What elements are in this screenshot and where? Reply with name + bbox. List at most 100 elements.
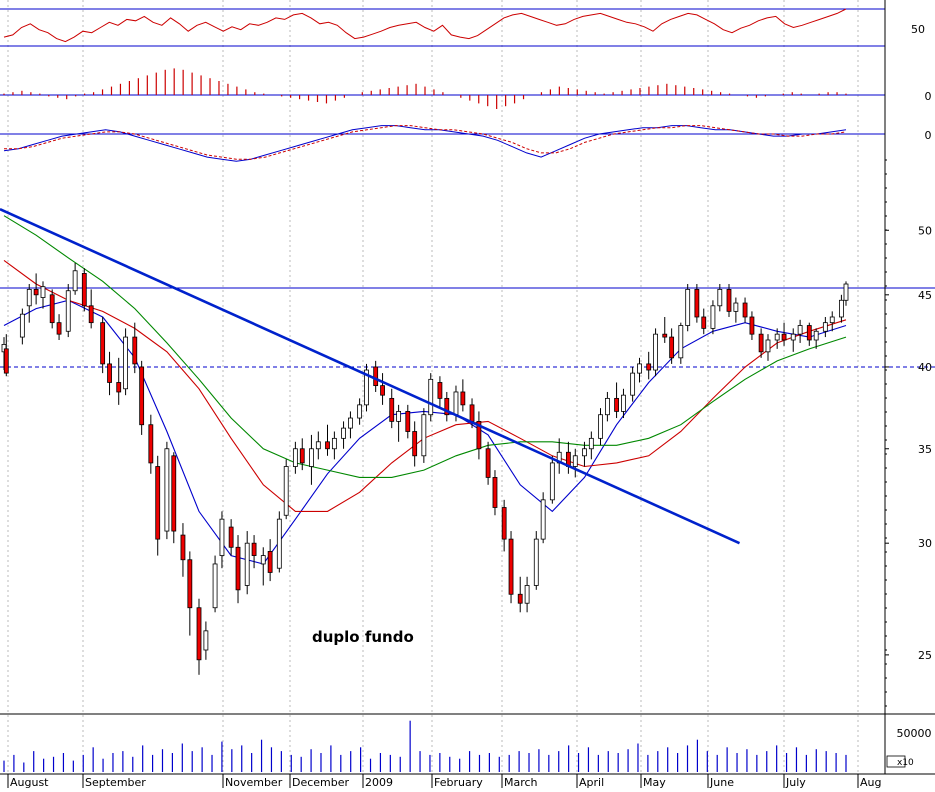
candle-body — [26, 288, 32, 307]
price-panel — [0, 207, 935, 675]
candle-body — [822, 322, 828, 332]
candle-body — [19, 313, 25, 338]
candle-body — [653, 333, 658, 371]
candle-body — [132, 336, 138, 365]
candle-body — [33, 288, 39, 296]
month-label: June — [709, 776, 734, 788]
month-label: May — [643, 776, 666, 788]
candle-body — [726, 288, 732, 312]
candle-body — [81, 273, 87, 307]
candle-body — [843, 283, 849, 301]
macd-tick-label: 0 — [925, 129, 932, 142]
candle-body — [40, 286, 46, 298]
macd-fast-line — [3, 125, 847, 162]
candle-body — [453, 391, 459, 416]
candle-body — [733, 302, 739, 312]
candle-body — [164, 448, 170, 532]
candle-body — [187, 559, 193, 609]
candle-body — [212, 563, 218, 609]
candle-body — [396, 411, 402, 422]
candle-body — [774, 333, 780, 341]
candle-body — [292, 448, 298, 467]
candle-body — [331, 437, 337, 450]
annotation-label: duplo fundo — [312, 628, 414, 646]
candle-body — [315, 441, 321, 450]
candle-body — [598, 414, 603, 439]
candle-body — [412, 431, 418, 457]
candle-body — [582, 448, 587, 457]
candle-body — [717, 288, 723, 307]
month-label: Aug — [860, 776, 881, 788]
price-tick-label: 30 — [918, 537, 932, 550]
month-label: February — [434, 776, 483, 788]
candle-body — [116, 382, 122, 393]
candle-body — [517, 593, 523, 604]
candle-body — [501, 507, 507, 540]
candle-body — [100, 322, 106, 365]
candle-body — [380, 385, 385, 396]
candle-body — [348, 417, 353, 429]
month-label: December — [292, 776, 350, 788]
candle-body — [485, 448, 491, 478]
candle-body — [813, 330, 819, 341]
candle-body — [139, 366, 145, 426]
candle-body — [389, 397, 395, 422]
volume-panel — [3, 720, 847, 772]
oscillator-tick-label: 50 — [911, 23, 925, 36]
candle-body — [325, 441, 330, 450]
candle-body — [710, 305, 716, 329]
candle-body — [357, 404, 363, 419]
candle-body — [540, 499, 546, 540]
candle-body — [235, 546, 241, 591]
candle-body — [742, 302, 748, 318]
indicator-panels — [0, 8, 885, 162]
candle-body — [444, 397, 450, 416]
candle-body — [637, 363, 642, 374]
candle-body — [341, 427, 346, 439]
candle-body — [781, 333, 787, 341]
candle-body — [533, 538, 539, 586]
candle-body — [492, 477, 498, 508]
month-label: July — [785, 776, 806, 788]
price-tick-label: 35 — [918, 443, 932, 456]
price-tick-label: 50 — [918, 224, 932, 237]
candle-body — [797, 325, 803, 335]
candle-body — [572, 455, 578, 467]
candle-body — [244, 542, 250, 586]
candle-body — [56, 322, 62, 335]
candle-body — [701, 316, 707, 329]
candle-body — [49, 294, 55, 324]
candle-body — [107, 363, 112, 383]
candle-body — [549, 462, 555, 501]
candle-body — [749, 316, 755, 335]
candle-body — [203, 630, 209, 651]
candle-body — [219, 518, 225, 556]
candle-body — [829, 316, 835, 324]
candle-body — [148, 424, 154, 464]
candle-body — [685, 288, 691, 326]
candle-body — [72, 270, 78, 292]
candle-body — [669, 336, 675, 359]
candle-body — [765, 339, 771, 353]
candle-body — [228, 526, 234, 548]
candle-body — [428, 378, 434, 416]
candle-body — [276, 518, 282, 569]
price-tick-label: 40 — [918, 361, 932, 374]
month-label: 2009 — [365, 776, 393, 788]
candle-body — [604, 397, 610, 416]
candle-body — [469, 404, 475, 422]
month-label: November — [225, 776, 283, 788]
volume-multiplier-label: x10 — [897, 758, 914, 768]
candle-body — [421, 414, 427, 457]
candle-body — [614, 397, 619, 412]
month-label: March — [504, 776, 538, 788]
candle-body — [662, 333, 668, 338]
candle-body — [251, 542, 257, 556]
moving-average-line — [3, 215, 847, 478]
candle-body — [155, 466, 161, 540]
candle-body — [758, 333, 764, 353]
